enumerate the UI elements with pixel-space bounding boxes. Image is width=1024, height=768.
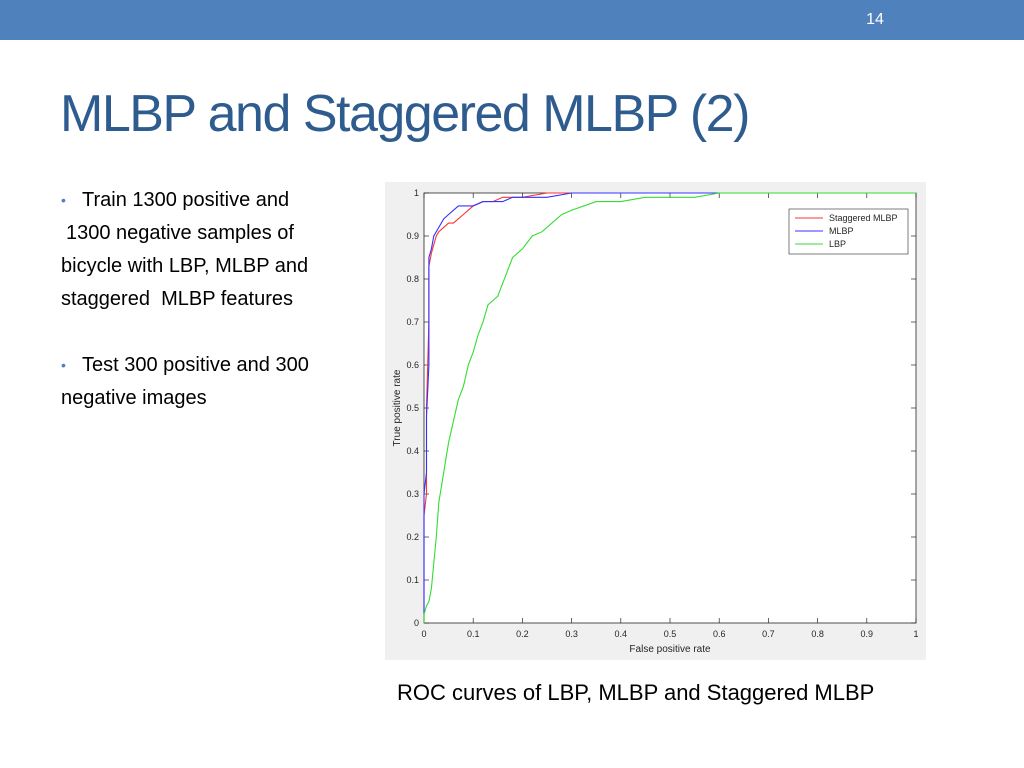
legend-label: Staggered MLBP	[829, 213, 898, 223]
bullet-text-line: staggered MLBP features	[61, 288, 293, 310]
x-tick-label: 0.3	[565, 629, 578, 639]
y-tick-label: 0	[414, 618, 419, 628]
bullet-text-line: bicycle with LBP, MLBP and	[61, 255, 309, 277]
header-bar: 14	[0, 0, 1024, 40]
slide-title: MLBP and Staggered MLBP (2)	[60, 85, 750, 143]
plot-area	[423, 192, 917, 624]
y-tick-label: 0.5	[406, 403, 419, 413]
bullet-item-test: • Test 300 positive and 300 negative ima…	[52, 349, 362, 415]
y-tick-label: 0.8	[406, 274, 419, 284]
roc-chart: 0 0.1 0.2 0.3 0.4 0.5 0.6 0.7 0.8 0.9 1 0 0.1 0.2 0.3…	[392, 188, 919, 655]
x-tick-label: 0.5	[664, 629, 677, 639]
x-tick-label: 0.8	[811, 629, 824, 639]
roc-chart-figure: 0 0.1 0.2 0.3 0.4 0.5 0.6 0.7 0.8 0.9 1 0 0.1 0.2 0.3…	[385, 182, 926, 660]
x-tick-label: 1	[913, 629, 918, 639]
bullet-text-line: negative images	[61, 387, 207, 409]
chart-legend: Staggered MLBP MLBP LBP	[788, 208, 909, 255]
y-tick-label: 0.7	[406, 317, 419, 327]
figure-caption: ROC curves of LBP, MLBP and Staggered ML…	[397, 680, 875, 705]
y-tick-label: 0.9	[406, 231, 419, 241]
x-tick-label: 0.1	[467, 629, 480, 639]
bullet-item-train: • Train 1300 positive and 1300 negative …	[52, 184, 362, 316]
x-tick-label: 0.7	[762, 629, 775, 639]
y-tick-label: 0.2	[406, 532, 419, 542]
legend-label: MLBP	[829, 226, 854, 236]
series-line-lbp	[423, 192, 916, 623]
slide-number: 14	[866, 11, 884, 28]
bullet-list: • Train 1300 positive and 1300 negative …	[52, 184, 362, 448]
series-line-mlbp	[423, 192, 916, 623]
bullet-marker: •	[61, 192, 66, 208]
y-axis-label: True positive rate	[392, 369, 403, 446]
y-tick-label: 0.1	[406, 575, 419, 585]
x-tick-label: 0.9	[861, 629, 874, 639]
bullet-marker: •	[61, 357, 66, 373]
bullet-text-line: Test 300 positive and 300	[82, 354, 309, 376]
x-tick-label: 0.2	[516, 629, 529, 639]
bullet-text-line: Train 1300 positive and	[82, 189, 290, 211]
x-tick-label: 0.4	[615, 629, 628, 639]
y-axis-ticks: 0 0.1 0.2 0.3 0.4 0.5 0.6 0.7 0.8 0.9 1	[406, 188, 916, 628]
legend-label: LBP	[829, 239, 846, 249]
y-tick-label: 0.6	[406, 360, 419, 370]
x-tick-label: 0.6	[713, 629, 726, 639]
x-tick-label: 0	[421, 629, 426, 639]
bullet-text-line: 1300 negative samples of	[66, 222, 294, 244]
y-tick-label: 0.4	[406, 446, 419, 456]
y-tick-label: 1	[414, 188, 419, 198]
y-tick-label: 0.3	[406, 489, 419, 499]
series-lines	[423, 192, 916, 623]
x-axis-ticks: 0 0.1 0.2 0.3 0.4 0.5 0.6 0.7 0.8 0.9 1	[421, 193, 919, 639]
x-axis-label: False positive rate	[629, 644, 711, 655]
